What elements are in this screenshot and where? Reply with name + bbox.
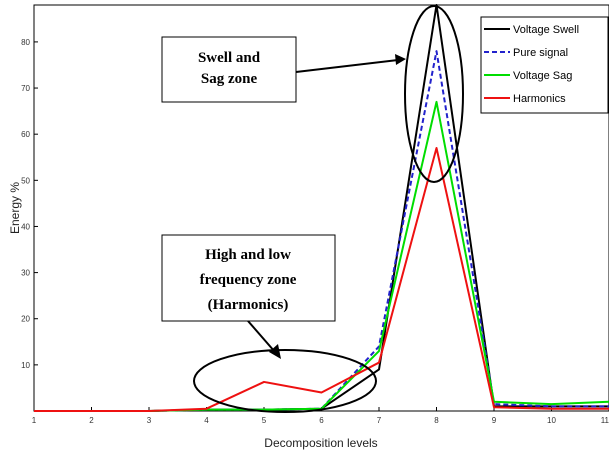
legend-label: Voltage Sag	[513, 70, 572, 82]
y-tick-label: 10	[21, 361, 30, 370]
series-line-harmonics	[34, 147, 609, 412]
swell-callout-box	[161, 36, 297, 103]
harmonics-callout-arrowhead	[269, 344, 281, 359]
x-tick-label: 8	[434, 416, 439, 425]
x-tick-label: 11	[601, 416, 609, 425]
swell-callout-arrowhead	[395, 54, 406, 65]
y-tick-label: 50	[21, 176, 30, 185]
x-tick-label: 5	[262, 416, 267, 425]
y-tick-label: 70	[21, 84, 30, 93]
y-axis-title: Energy %	[8, 182, 22, 234]
harmonics-callout-line-3: (Harmonics)	[208, 297, 289, 313]
x-tick-label: 3	[147, 416, 152, 425]
annotation-swell-sag: Swell and Sag zone	[161, 5, 464, 183]
x-tick-label: 1	[32, 416, 37, 425]
x-tick-label: 9	[492, 416, 497, 425]
x-tick-label: 4	[204, 416, 209, 425]
swell-zone-ellipse	[404, 5, 464, 183]
harmonics-callout-line-1: High and low	[205, 247, 291, 263]
legend-label: Voltage Swell	[513, 24, 579, 36]
legend-label: Pure signal	[513, 47, 568, 59]
y-tick-label: 20	[21, 315, 30, 324]
y-tick-label: 40	[21, 222, 30, 231]
legend-label: Harmonics	[513, 93, 566, 105]
series-line-pure-signal	[34, 50, 609, 412]
axis-ticks: 1 2 3 4 5 6 7 8 9 10 11 10 20 30 40 50 60 70 80	[21, 38, 609, 425]
harmonics-callout-line-2: frequency zone	[200, 272, 297, 288]
swell-callout-arrow	[295, 59, 399, 73]
legend: Voltage Swell Pure signal Voltage Sag Harmo…	[480, 16, 609, 114]
annotation-harmonics: High and low frequency zone (Harmonics)	[161, 234, 377, 413]
harmonics-callout-arrow	[247, 320, 276, 353]
x-tick-label: 10	[547, 416, 556, 425]
y-tick-label: 60	[21, 130, 30, 139]
swell-callout-line-2: Sag zone	[201, 71, 258, 87]
x-tick-label: 6	[319, 416, 324, 425]
x-tick-label: 7	[377, 416, 382, 425]
x-axis-title: Decomposition levels	[264, 436, 377, 450]
harmonics-zone-ellipse	[193, 349, 377, 413]
y-tick-label: 30	[21, 269, 30, 278]
harmonics-callout-box	[161, 234, 336, 322]
y-tick-label: 80	[21, 38, 30, 47]
swell-callout-line-1: Swell and	[198, 50, 261, 66]
x-tick-label: 2	[89, 416, 94, 425]
